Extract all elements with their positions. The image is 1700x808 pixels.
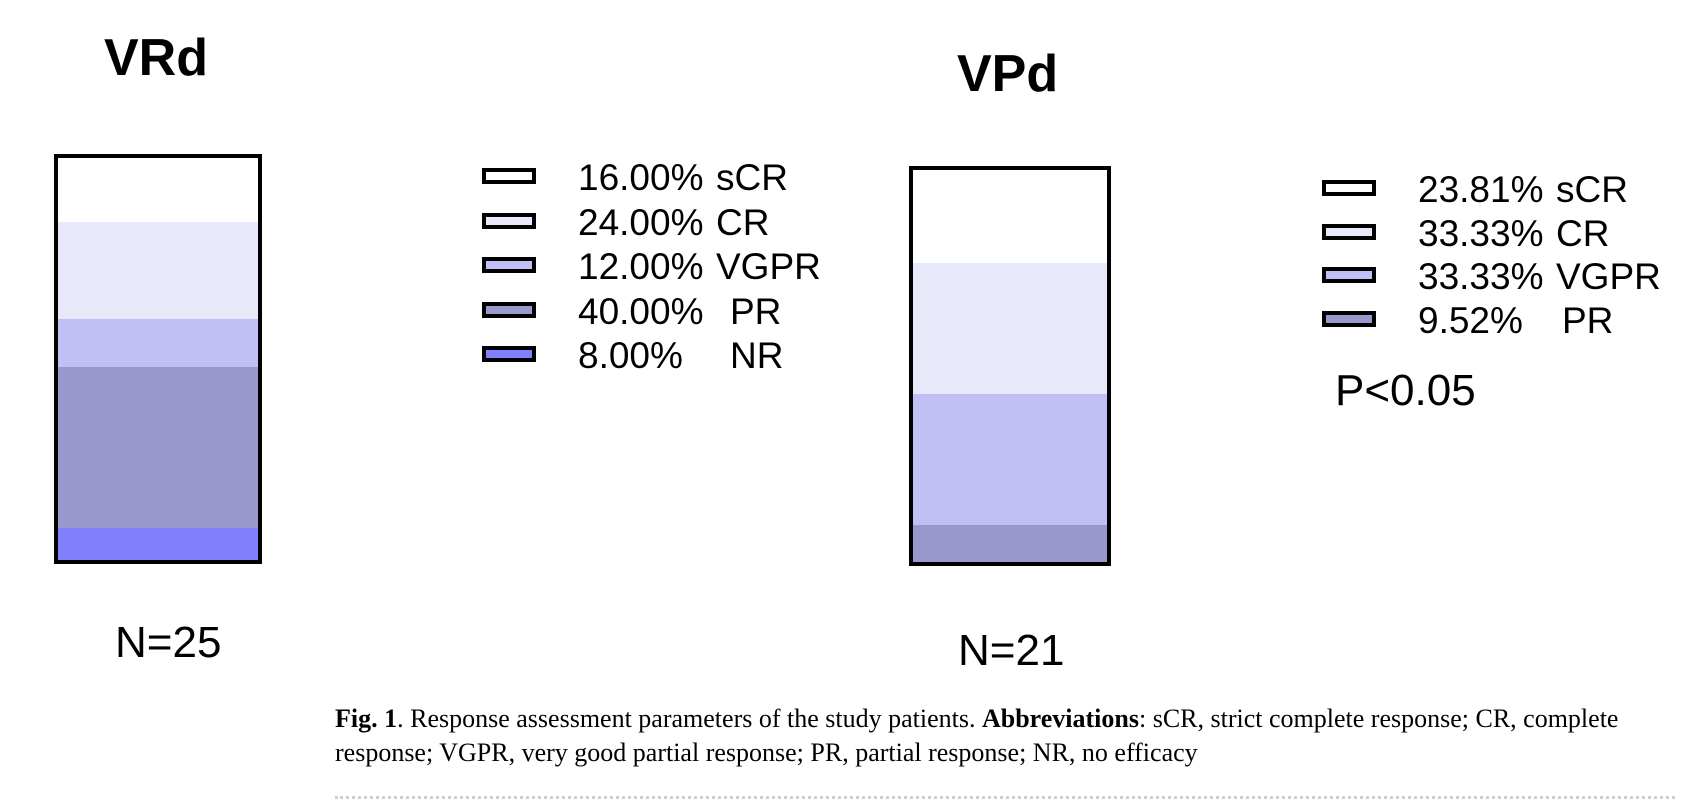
bar-segment-nr (58, 528, 258, 560)
caption-fig-label: Fig. 1 (335, 704, 398, 733)
legend-category: sCR (1556, 169, 1628, 210)
dotted-divider (335, 796, 1675, 799)
caption-text-1: . Response assessment parameters of the … (397, 704, 982, 733)
bar-segment-vgpr (58, 319, 258, 367)
legend-category: NR (730, 335, 784, 376)
legend-swatch (482, 168, 536, 184)
legend-category: VGPR (1556, 256, 1661, 297)
legend-swatch (1322, 311, 1376, 327)
p-value-annotation: P<0.05 (1335, 366, 1476, 415)
caption-text-2: : sCR, strict complete response; CR, com… (335, 704, 1619, 767)
legend-category: CR (716, 202, 770, 243)
vpd-stacked-bar (909, 166, 1111, 566)
legend-category: PR (730, 291, 782, 332)
legend-swatch (482, 257, 536, 273)
legend-swatch (482, 302, 536, 318)
bar-segment-cr (913, 263, 1107, 394)
legend-percent: 8.00% (578, 335, 683, 376)
legend-swatch (1322, 224, 1376, 240)
vrd-title: VRd (104, 29, 208, 87)
bar-segment-pr (58, 367, 258, 528)
legend-category: CR (1556, 213, 1610, 254)
legend-swatch (1322, 267, 1376, 283)
vrd-stacked-bar (54, 154, 262, 564)
legend-percent: 9.52% (1418, 300, 1523, 341)
bar-segment-vgpr (913, 394, 1107, 525)
legend-swatch (482, 346, 536, 362)
bar-segment-scr (913, 170, 1107, 263)
legend-percent: 33.33% (1418, 256, 1544, 297)
legend-swatch (1322, 180, 1376, 196)
legend-category: sCR (716, 157, 788, 198)
vrd-n-label: N=25 (115, 618, 222, 667)
caption-abbrev-label: Abbreviations (981, 704, 1139, 733)
bar-segment-pr (913, 525, 1107, 562)
vpd-n-label: N=21 (958, 626, 1065, 675)
legend-percent: 23.81% (1418, 169, 1544, 210)
vpd-title: VPd (957, 45, 1059, 103)
bar-segment-scr (58, 158, 258, 222)
figure-caption: Fig. 1. Response assessment parameters o… (335, 702, 1675, 770)
legend-category: PR (1562, 300, 1614, 341)
legend-percent: 40.00% (578, 291, 704, 332)
legend-swatch (482, 213, 536, 229)
bar-segment-cr (58, 222, 258, 319)
legend-percent: 16.00% (578, 157, 704, 198)
legend-percent: 33.33% (1418, 213, 1544, 254)
legend-percent: 24.00% (578, 202, 704, 243)
legend-category: VGPR (716, 246, 821, 287)
legend-percent: 12.00% (578, 246, 704, 287)
